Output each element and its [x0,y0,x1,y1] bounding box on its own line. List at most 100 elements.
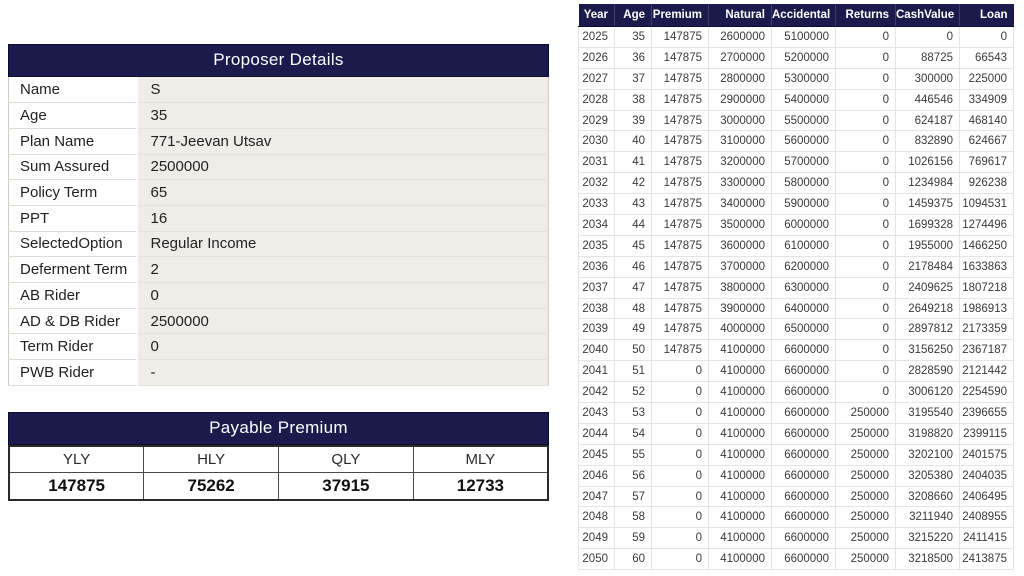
projection-cell: 2406495 [959,485,1014,508]
projection-cell: 147875 [651,234,709,257]
projection-cell: 0 [835,109,896,132]
projection-cell: 0 [835,297,896,320]
projection-cell: 147875 [651,318,709,341]
projection-body: 2025 35 147875 2600000 5100000 0 0 0 2026 36 14787… [578,26,1014,571]
projection-cell: 37 [614,67,652,90]
projection-cell: 0 [651,381,709,404]
projection-cell: 2173359 [959,318,1014,341]
projection-cell: 3100000 [708,130,772,153]
premium-mode-label: QLY [278,445,414,473]
projection-row: 2046 56 0 4100000 6600000 250000 3205380 240403… [578,464,1014,487]
projection-cell: 0 [835,339,896,362]
proposer-detail-row: Policy Term 65 [8,179,549,206]
projection-cell: 2254590 [959,381,1014,404]
projection-cell: 0 [835,46,896,69]
projection-cell: 2032 [578,172,615,195]
projection-row: 2032 42 147875 3300000 5800000 0 1234984 926238 [578,172,1014,195]
proposer-details-body: Name S Age 35 Plan Name 771-Jeevan Utsav Sum A… [8,77,549,386]
projection-cell: 2030 [578,130,615,153]
premium-value: 37915 [278,471,414,501]
projection-row: 2026 36 147875 2700000 5200000 0 88725 66543 [578,46,1014,69]
projection-cell: 147875 [651,172,709,195]
projection-cell: 3198820 [895,422,960,445]
projection-cell: 6600000 [771,381,836,404]
field-value: 2500000 [136,308,549,335]
projection-column-header: Accidental [771,4,836,27]
projection-cell: 6600000 [771,485,836,508]
proposer-details-title: Proposer Details [8,44,549,77]
projection-cell: 300000 [895,67,960,90]
projection-cell: 147875 [651,297,709,320]
projection-cell: 147875 [651,67,709,90]
projection-column-header: Natural [708,4,772,27]
projection-cell: 2042 [578,381,615,404]
projection-cell: 2031 [578,151,615,174]
projection-cell: 0 [959,26,1014,48]
projection-column-header: Year [578,4,615,27]
projection-cell: 4100000 [708,527,772,550]
projection-cell: 6000000 [771,214,836,236]
projection-cell: 56 [614,464,652,487]
projection-cell: 1986913 [959,297,1014,320]
projection-cell: 5500000 [771,109,836,132]
projection-cell: 2029 [578,109,615,132]
projection-cell: 147875 [651,46,709,69]
projection-cell: 0 [835,130,896,153]
projection-cell: 147875 [651,276,709,299]
projection-cell: 0 [835,214,896,236]
projection-cell: 2047 [578,485,615,508]
projection-cell: 2043 [578,402,615,424]
field-label: Term Rider [8,333,138,361]
projection-cell: 2411415 [959,527,1014,550]
projection-cell: 41 [614,151,652,174]
premium-mode-label: YLY [8,445,145,473]
benefit-projection-section: Year Age Premium Natural Accidental Returns Ca… [578,4,1014,571]
projection-cell: 0 [651,402,709,424]
projection-cell: 6600000 [771,548,836,571]
proposer-detail-row: PWB Rider - [8,359,549,386]
payable-premium-table: YLY HLY QLY MLY 147875 75262 37915 12733 [8,445,549,501]
projection-cell: 36 [614,46,652,69]
projection-cell: 4100000 [708,485,772,508]
projection-cell: 2600000 [708,26,772,48]
projection-cell: 250000 [835,485,896,508]
field-value: 771-Jeevan Utsav [136,128,549,155]
projection-cell: 2900000 [708,88,772,111]
projection-cell: 225000 [959,67,1014,90]
projection-cell: 88725 [895,46,960,69]
field-value: 2 [136,256,549,283]
projection-cell: 5800000 [771,172,836,195]
projection-cell: 2178484 [895,255,960,278]
projection-cell: 3900000 [708,297,772,320]
projection-cell: 3300000 [708,172,772,195]
projection-cell: 1807218 [959,276,1014,299]
projection-cell: 3800000 [708,276,772,299]
projection-cell: 6200000 [771,255,836,278]
projection-cell: 0 [651,443,709,466]
field-value: 0 [136,333,549,361]
projection-cell: 53 [614,402,652,424]
projection-cell: 0 [651,506,709,529]
projection-cell: 2121442 [959,360,1014,383]
projection-cell: 45 [614,234,652,257]
field-value: 65 [136,179,549,206]
field-label: Name [8,77,138,104]
projection-cell: 0 [651,485,709,508]
projection-row: 2035 45 147875 3600000 6100000 0 1955000 146625… [578,234,1014,257]
projection-cell: 2649218 [895,297,960,320]
projection-cell: 3205380 [895,464,960,487]
projection-cell: 250000 [835,527,896,550]
proposer-detail-row: Deferment Term 2 [8,256,549,283]
projection-cell: 2396655 [959,402,1014,424]
projection-cell: 6600000 [771,506,836,529]
proposer-detail-row: SelectedOption Regular Income [8,231,549,258]
projection-row: 2044 54 0 4100000 6600000 250000 3198820 239911… [578,422,1014,445]
projection-cell: 1699328 [895,214,960,236]
projection-cell: 0 [651,548,709,571]
premium-mode-label: HLY [143,445,279,473]
projection-cell: 250000 [835,422,896,445]
projection-row: 2041 51 0 4100000 6600000 0 2828590 2121442 [578,360,1014,383]
projection-cell: 147875 [651,109,709,132]
projection-row: 2027 37 147875 2800000 5300000 0 300000 225000 [578,67,1014,90]
projection-cell: 2046 [578,464,615,487]
